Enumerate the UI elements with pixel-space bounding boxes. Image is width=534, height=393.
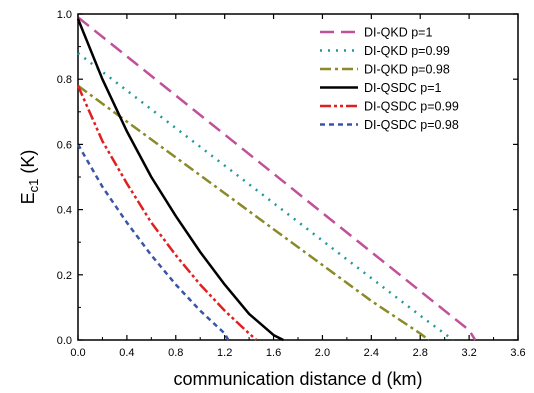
x-tick-label: 0.0 [70, 347, 85, 359]
y-axis-title: Ec1 (K) [18, 150, 41, 205]
y-tick-label: 0.2 [57, 270, 72, 282]
axes-layer: 0.0 0.4 0.8 1.2 1.6 2.0 2.4 2.8 3.2 3.6 0.0 0.2 0.4 0… [57, 9, 526, 359]
legend: DI-QKD p=1 DI-QKD p=0.99 DI-QKD p=0.98 DI-Q… [320, 26, 459, 132]
x-tick-label: 0.8 [168, 347, 183, 359]
series-line-1 [77, 16, 477, 341]
x-tick-label: 2.0 [315, 347, 330, 359]
x-axis-title: communication distance d (km) [173, 369, 422, 389]
series-line-5 [76, 85, 258, 341]
x-tick-label: 3.6 [510, 347, 525, 359]
y-tick-label: 0.4 [57, 205, 72, 217]
x-tick-label: 3.2 [461, 347, 476, 359]
legend-label-2: DI-QKD p=0.99 [364, 44, 450, 58]
y-tick-label: 1.0 [57, 9, 72, 21]
legend-label-5: DI-QSDC p=0.99 [364, 100, 459, 114]
series-line-6 [76, 143, 230, 341]
legend-label-4: DI-QSDC p=1 [364, 81, 442, 95]
x-tick-label: 1.6 [266, 347, 281, 359]
y-axis-title-main: E [18, 192, 38, 204]
y-tick-label: 0.0 [57, 335, 72, 347]
x-tick-label: 2.4 [364, 347, 379, 359]
x-tick-label: 0.4 [119, 347, 134, 359]
y-axis-title-unit: (K) [18, 150, 38, 179]
plot-frame [77, 13, 519, 341]
legend-label-6: DI-QSDC p=0.98 [364, 118, 459, 132]
legend-label-1: DI-QKD p=1 [364, 26, 432, 40]
plot-area [77, 13, 519, 341]
series-layer [76, 16, 477, 342]
series-line-4 [76, 18, 284, 342]
x-tick-label: 1.2 [217, 347, 232, 359]
y-tick-label: 0.8 [57, 74, 72, 86]
series-line-3 [77, 84, 430, 341]
x-tick-label: 2.8 [413, 347, 428, 359]
legend-label-3: DI-QKD p=0.98 [364, 63, 450, 77]
y-axis-title-subscript: c1 [26, 179, 41, 193]
y-tick-label: 0.6 [57, 139, 72, 151]
